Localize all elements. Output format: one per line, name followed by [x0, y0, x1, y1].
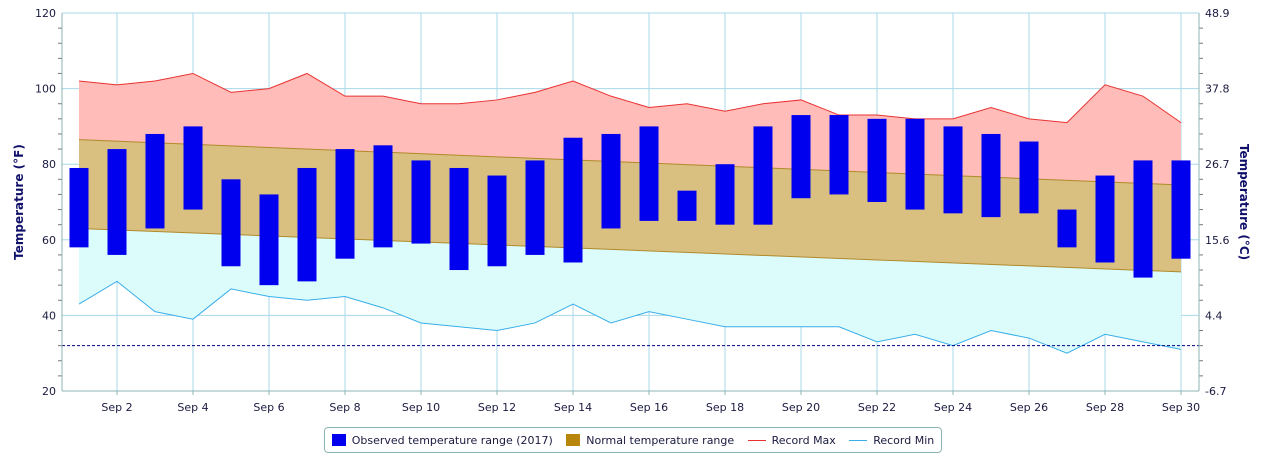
legend-label-normal: Normal temperature range: [586, 433, 735, 447]
observed-bar: [449, 167, 469, 271]
x-tick-label: Sep 30: [1162, 401, 1200, 414]
observed-bar: [1095, 175, 1115, 263]
legend-item-observed[interactable]: Observed temperature range (2017): [331, 433, 553, 447]
y-tick-label-right: 26.7: [1205, 158, 1230, 171]
y-tick-label-right: 48.9: [1205, 7, 1230, 20]
observed-bar: [373, 145, 393, 248]
y-tick-label-right: 15.6: [1205, 234, 1230, 247]
observed-bar: [791, 115, 811, 199]
observed-bar: [183, 126, 203, 210]
legend-item-record-max[interactable]: Record Max: [747, 433, 836, 447]
y-tick-label-left: 40: [42, 309, 56, 322]
x-tick-label: Sep 10: [402, 401, 440, 414]
observed-bar: [259, 194, 279, 286]
y-axis-title-left: Temperature (°F): [12, 144, 26, 260]
y-tick-label-left: 120: [35, 7, 56, 20]
observed-bar: [411, 160, 431, 244]
observed-bar: [487, 175, 507, 267]
legend-swatch-normal: [566, 434, 581, 446]
x-tick-label: Sep 20: [782, 401, 820, 414]
x-tick-label: Sep 22: [858, 401, 896, 414]
observed-bar: [981, 133, 1001, 218]
x-tick-label: Sep 26: [1010, 401, 1048, 414]
y-tick-label-left: 100: [35, 83, 56, 96]
axes: 20 -6.7 40 4.4 60 15.6 80 26.7 100 37.8 120 48.9 Sep…: [35, 7, 1230, 414]
legend-item-normal[interactable]: Normal temperature range: [566, 434, 734, 447]
record-lines: [62, 72, 1199, 354]
observed-bar: [1057, 209, 1077, 248]
observed-bar: [601, 133, 621, 229]
observed-bar: [867, 118, 887, 202]
observed-bar: [1133, 160, 1153, 278]
legend-swatch-observed: [331, 434, 346, 446]
y-tick-label-left: 20: [42, 385, 56, 398]
observed-bar: [297, 167, 317, 282]
observed-bar: [221, 179, 241, 267]
observed-bar: [1171, 160, 1191, 259]
range-fills: [78, 73, 1182, 354]
legend-item-record-min[interactable]: Record Min: [849, 434, 934, 447]
x-tick-label: Sep 28: [1086, 401, 1124, 414]
legend-label-record-min: Record Min: [873, 433, 935, 447]
legend-label-record-max: Record Max: [771, 433, 836, 447]
x-tick-label: Sep 14: [554, 401, 592, 414]
observed-bar: [829, 115, 849, 195]
x-tick-label: Sep 8: [329, 401, 360, 414]
x-tick-label: Sep 4: [177, 401, 208, 414]
x-tick-label: Sep 2: [101, 401, 132, 414]
observed-bar: [905, 118, 925, 210]
y-tick-label-right: 37.8: [1205, 83, 1230, 96]
observed-bar: [753, 126, 773, 225]
y-tick-label-right: -6.7: [1205, 385, 1226, 398]
observed-bar: [943, 126, 963, 214]
observed-bar: [677, 190, 697, 221]
observed-bar: [107, 149, 127, 255]
legend-swatch-record-max: [747, 439, 766, 441]
observed-bar: [69, 167, 89, 248]
x-tick-label: Sep 6: [253, 401, 284, 414]
observed-bar: [335, 149, 355, 259]
x-tick-label: Sep 16: [630, 401, 668, 414]
observed-bar: [715, 164, 735, 225]
observed-bar: [639, 126, 659, 221]
record-max-line: [78, 72, 1182, 124]
observed-bar: [525, 160, 545, 255]
y-axis-title-right: Temperature (°C): [1237, 144, 1251, 260]
observed-bar: [563, 137, 583, 263]
y-tick-label-right: 4.4: [1205, 309, 1223, 322]
y-tick-label-left: 80: [42, 158, 56, 171]
observed-bar: [1019, 141, 1039, 214]
legend: Observed temperature range (2017) Normal…: [324, 427, 942, 453]
legend-swatch-record-min: [849, 439, 868, 441]
record-min-area: [79, 228, 1181, 354]
x-tick-label: Sep 24: [934, 401, 972, 414]
observed-bars: [69, 115, 1191, 286]
y-tick-label-left: 60: [42, 234, 56, 247]
x-tick-label: Sep 12: [478, 401, 516, 414]
legend-label-observed: Observed temperature range (2017): [351, 433, 553, 447]
record-min-line: [78, 280, 1182, 354]
observed-bar: [145, 133, 165, 229]
x-tick-label: Sep 18: [706, 401, 744, 414]
